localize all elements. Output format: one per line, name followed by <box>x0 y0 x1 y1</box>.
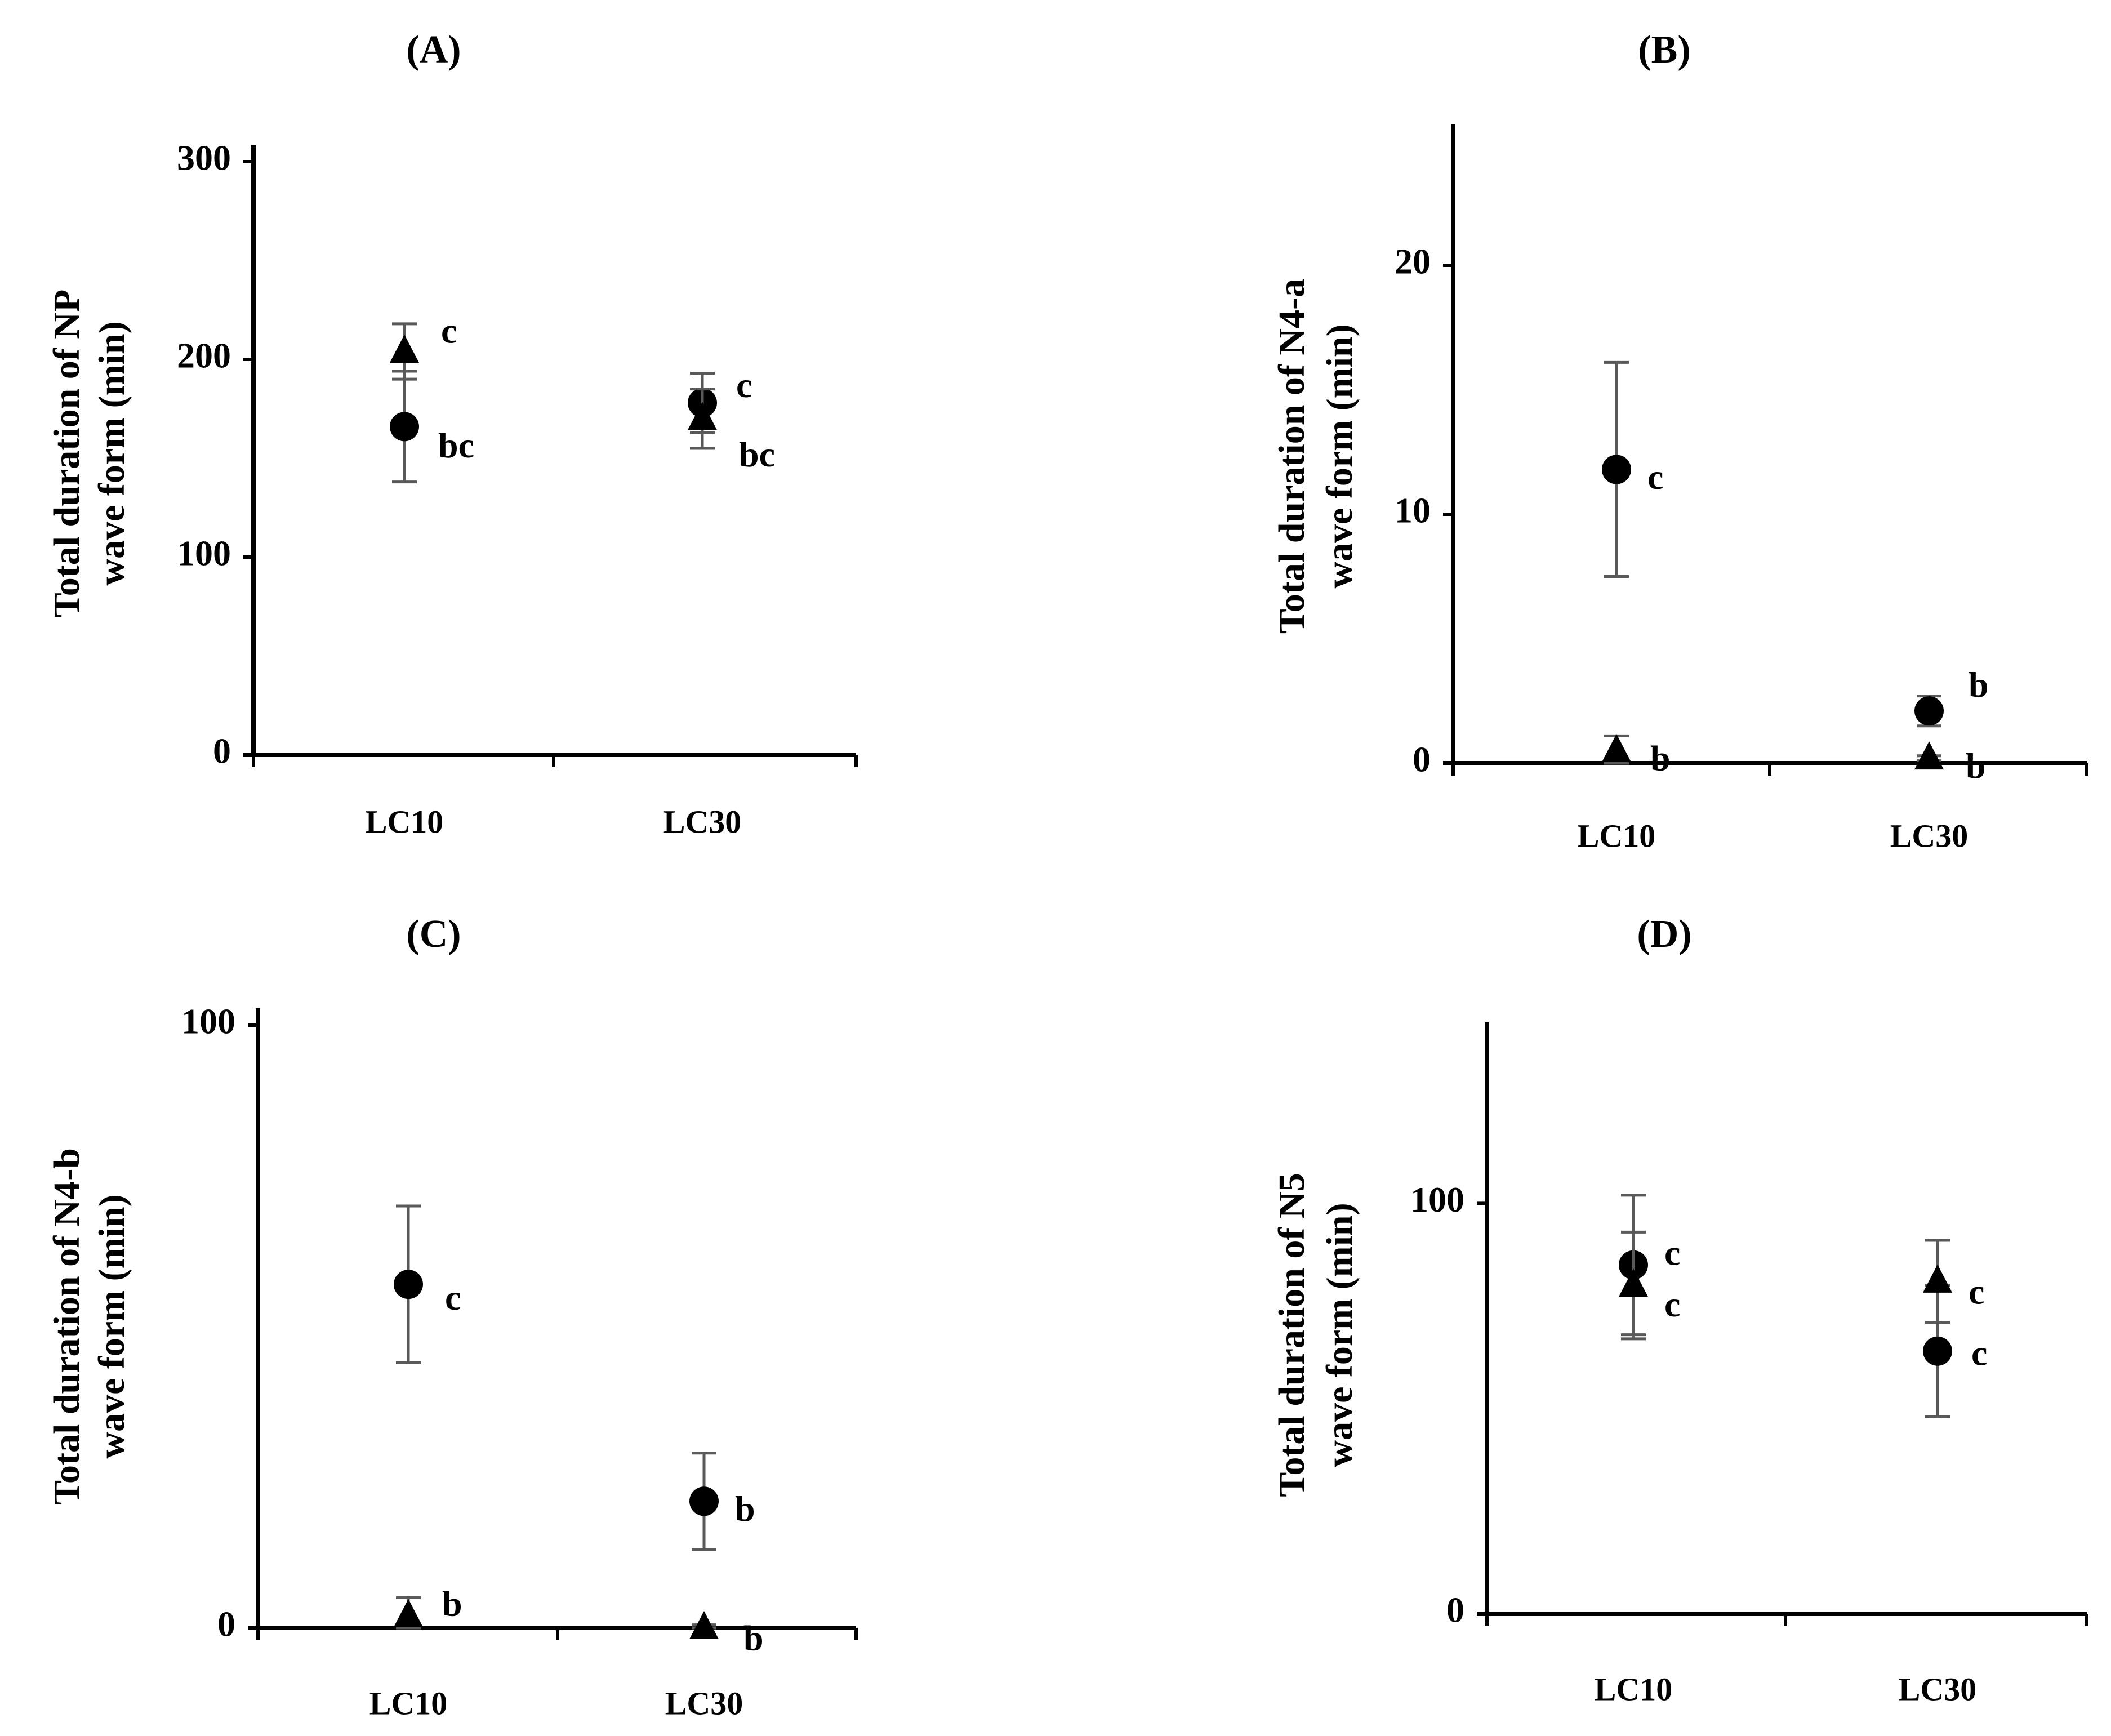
data-point-circle <box>390 412 419 442</box>
y-axis-title-line2: wave form (min) <box>91 321 132 585</box>
y-axis-title-line2: wave form (min) <box>1319 1203 1360 1467</box>
significance-label: c <box>1971 1333 1987 1373</box>
y-tick-label: 100 <box>181 1001 235 1041</box>
significance-label: b <box>1966 746 1986 786</box>
y-tick-label: 10 <box>1395 491 1431 531</box>
panel-label: (A) <box>406 28 461 72</box>
data-point-triangle <box>1619 1268 1648 1297</box>
significance-label: c <box>1969 1272 1984 1312</box>
significance-label: b <box>743 1618 764 1658</box>
data-point-circle <box>1923 1336 1952 1366</box>
y-tick-label: 200 <box>177 336 231 376</box>
significance-label: bc <box>438 425 474 465</box>
x-category-label: LC10 <box>1578 817 1656 854</box>
significance-label: b <box>735 1489 755 1529</box>
x-category-label: LC30 <box>665 1685 743 1721</box>
significance-label: b <box>1650 738 1671 778</box>
x-category-label: LC10 <box>1595 1671 1673 1707</box>
data-point-circle <box>1914 696 1944 726</box>
significance-label: c <box>1647 457 1663 497</box>
data-point-triangle <box>1602 733 1631 762</box>
significance-label: c <box>441 311 457 351</box>
x-category-label: LC30 <box>1890 817 1969 854</box>
x-category-label: LC30 <box>1899 1671 1977 1707</box>
significance-label: bc <box>739 434 775 474</box>
data-point-triangle <box>390 334 419 363</box>
data-point-triangle <box>394 1599 423 1627</box>
significance-label: b <box>442 1583 462 1623</box>
panel-label: (B) <box>1638 28 1690 72</box>
significance-label: c <box>736 365 752 405</box>
data-point-triangle <box>688 402 717 430</box>
panel-label: (C) <box>406 912 461 956</box>
data-point-triangle <box>689 1611 719 1639</box>
data-point-triangle <box>1923 1264 1952 1293</box>
y-tick-label: 20 <box>1395 242 1431 282</box>
x-category-label: LC30 <box>663 803 742 840</box>
y-tick-label: 100 <box>1410 1179 1464 1219</box>
y-axis-title-line2: wave form (min) <box>1319 324 1360 588</box>
chart-panel-2: (C) 0 100 LC10 LC30 Total duration of N4-b wav… <box>46 912 858 1721</box>
x-category-label: LC10 <box>369 1685 448 1721</box>
y-tick-label: 300 <box>177 138 231 178</box>
y-tick-label: 0 <box>1413 740 1431 780</box>
chart-panel-1: (B) 0 10 20 LC10 LC30 Total duration of N4-a wa… <box>1271 28 2088 854</box>
significance-label: c <box>445 1277 461 1317</box>
chart-panel-0: (A) 0 100 200 300 LC10 LC30 Total duration of N… <box>46 28 858 840</box>
y-axis-title-line1: Total duration of N5 <box>1271 1173 1312 1497</box>
significance-label: c <box>1664 1232 1680 1272</box>
data-point-triangle <box>1914 741 1944 770</box>
panel-label: (D) <box>1637 912 1691 956</box>
y-tick-label: 0 <box>213 731 231 771</box>
y-axis-title-line1: Total duration of NP <box>46 290 87 617</box>
data-point-circle <box>689 1486 719 1516</box>
y-axis-title-line2: wave form (min) <box>91 1194 132 1458</box>
data-point-circle <box>1602 455 1631 484</box>
x-category-label: LC10 <box>366 803 444 840</box>
significance-label: b <box>1969 665 1989 705</box>
y-tick-label: 0 <box>217 1604 235 1644</box>
data-point-circle <box>394 1270 423 1299</box>
y-tick-label: 100 <box>177 533 231 573</box>
y-axis-title-line1: Total duration of N4-a <box>1271 279 1312 634</box>
significance-label: c <box>1664 1284 1680 1324</box>
y-tick-label: 0 <box>1446 1590 1464 1630</box>
chart-panel-3: (D) 0 100 LC10 LC30 Total duration of N5 wave … <box>1271 912 2088 1707</box>
y-axis-title-line1: Total duration of N4-b <box>46 1148 87 1505</box>
